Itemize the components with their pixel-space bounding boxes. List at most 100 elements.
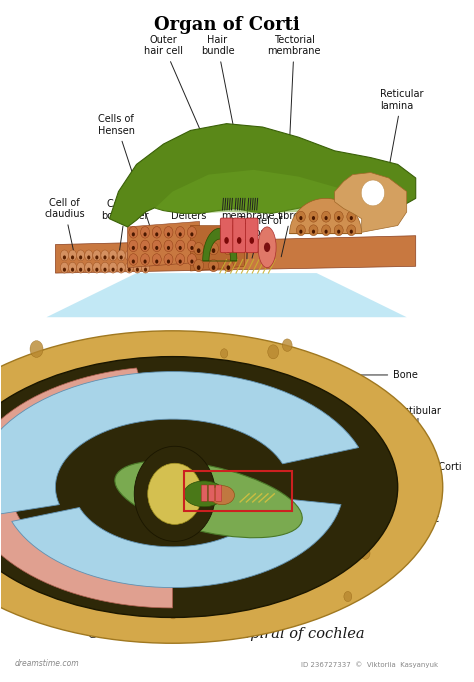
Ellipse shape xyxy=(155,259,158,263)
Text: Organ of Corti: Organ of Corti xyxy=(310,462,462,472)
Ellipse shape xyxy=(144,267,147,271)
Ellipse shape xyxy=(176,240,185,252)
Polygon shape xyxy=(12,497,341,588)
Polygon shape xyxy=(55,236,416,273)
Ellipse shape xyxy=(133,262,141,273)
Ellipse shape xyxy=(77,262,85,273)
Ellipse shape xyxy=(144,259,146,263)
Ellipse shape xyxy=(197,265,201,270)
Ellipse shape xyxy=(119,267,123,271)
Ellipse shape xyxy=(350,230,353,234)
Ellipse shape xyxy=(132,259,135,263)
Ellipse shape xyxy=(167,233,170,237)
Ellipse shape xyxy=(117,250,125,261)
FancyBboxPatch shape xyxy=(233,218,246,253)
Text: Nerve
fibres: Nerve fibres xyxy=(277,199,306,257)
Ellipse shape xyxy=(60,262,68,273)
Text: Cells of
Hensen: Cells of Hensen xyxy=(98,114,154,238)
Ellipse shape xyxy=(63,256,66,259)
Ellipse shape xyxy=(223,259,233,271)
Polygon shape xyxy=(155,170,389,213)
Ellipse shape xyxy=(128,256,131,259)
Text: Cells of
boettcher: Cells of boettcher xyxy=(101,199,149,255)
Ellipse shape xyxy=(68,250,77,261)
Ellipse shape xyxy=(258,227,276,267)
Ellipse shape xyxy=(223,243,233,255)
Text: Tectorial
membrane: Tectorial membrane xyxy=(267,35,321,138)
Ellipse shape xyxy=(117,262,125,273)
Text: Basilar
membrane: Basilar membrane xyxy=(221,199,275,258)
Text: Outer
hair cell: Outer hair cell xyxy=(144,35,232,203)
Ellipse shape xyxy=(296,225,305,236)
Ellipse shape xyxy=(144,246,146,250)
FancyBboxPatch shape xyxy=(216,485,222,501)
Text: Cell of
claudius: Cell of claudius xyxy=(44,198,85,258)
Text: dreamstime.com: dreamstime.com xyxy=(15,659,80,668)
Ellipse shape xyxy=(71,267,74,271)
Ellipse shape xyxy=(209,259,219,271)
Ellipse shape xyxy=(194,243,204,255)
Ellipse shape xyxy=(63,267,66,271)
Ellipse shape xyxy=(167,259,170,263)
Ellipse shape xyxy=(164,240,173,252)
Ellipse shape xyxy=(337,216,340,220)
Ellipse shape xyxy=(179,233,182,237)
Text: ID 236727337  ©  Viktoriia  Kasyanyuk: ID 236727337 © Viktoriia Kasyanyuk xyxy=(301,662,438,668)
Ellipse shape xyxy=(268,345,279,359)
Ellipse shape xyxy=(0,331,443,643)
Ellipse shape xyxy=(144,256,147,259)
Ellipse shape xyxy=(179,246,182,250)
Ellipse shape xyxy=(93,262,101,273)
Text: Spiral
ligament: Spiral ligament xyxy=(19,429,89,450)
Ellipse shape xyxy=(66,580,74,592)
Ellipse shape xyxy=(220,349,228,358)
Ellipse shape xyxy=(299,230,302,234)
Ellipse shape xyxy=(109,250,117,261)
Ellipse shape xyxy=(111,256,115,259)
Ellipse shape xyxy=(136,256,139,259)
Ellipse shape xyxy=(361,180,384,206)
Ellipse shape xyxy=(30,340,43,357)
Ellipse shape xyxy=(79,256,82,259)
Ellipse shape xyxy=(144,233,146,237)
Ellipse shape xyxy=(103,256,107,259)
Ellipse shape xyxy=(361,548,370,559)
Ellipse shape xyxy=(134,446,215,542)
Ellipse shape xyxy=(141,262,150,273)
Ellipse shape xyxy=(325,230,328,234)
Ellipse shape xyxy=(85,262,93,273)
Ellipse shape xyxy=(87,267,91,271)
Ellipse shape xyxy=(321,211,330,222)
FancyBboxPatch shape xyxy=(246,218,258,253)
Ellipse shape xyxy=(141,254,150,265)
Ellipse shape xyxy=(103,267,107,271)
Ellipse shape xyxy=(152,226,161,238)
Text: Vestibular
canal: Vestibular canal xyxy=(337,406,442,428)
Ellipse shape xyxy=(79,267,82,271)
Ellipse shape xyxy=(169,609,177,619)
Ellipse shape xyxy=(191,233,193,237)
Ellipse shape xyxy=(350,216,353,220)
Ellipse shape xyxy=(132,246,135,250)
Polygon shape xyxy=(46,273,407,317)
Text: Tunnel of
Corti: Tunnel of Corti xyxy=(238,216,283,258)
Ellipse shape xyxy=(179,259,182,263)
Ellipse shape xyxy=(209,243,219,255)
Ellipse shape xyxy=(184,481,224,507)
Ellipse shape xyxy=(101,250,109,261)
Polygon shape xyxy=(335,173,407,233)
Text: Inner
hair cell: Inner hair cell xyxy=(370,167,414,230)
Ellipse shape xyxy=(85,250,93,261)
Ellipse shape xyxy=(227,265,230,270)
Ellipse shape xyxy=(129,254,138,265)
Ellipse shape xyxy=(155,233,158,237)
Text: Organ of Corti: Organ of Corti xyxy=(154,16,300,34)
Ellipse shape xyxy=(237,237,241,244)
Ellipse shape xyxy=(164,226,173,238)
Ellipse shape xyxy=(309,211,318,222)
Ellipse shape xyxy=(347,211,356,222)
Ellipse shape xyxy=(191,259,193,263)
Ellipse shape xyxy=(68,262,77,273)
Ellipse shape xyxy=(210,486,235,505)
Ellipse shape xyxy=(299,216,302,220)
